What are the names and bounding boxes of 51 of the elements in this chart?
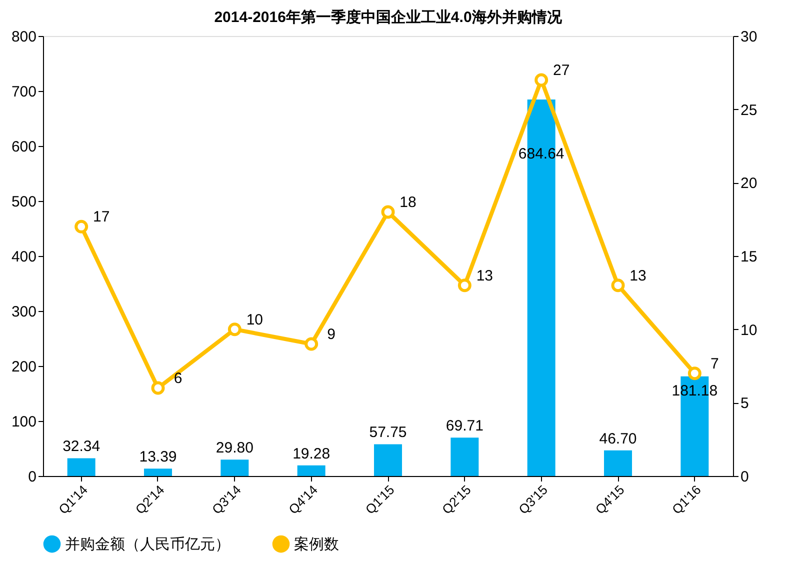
point	[534, 73, 548, 87]
data-label: 57.75	[369, 424, 407, 442]
point	[304, 337, 318, 351]
data-label: 69.71	[446, 418, 484, 435]
y-tick-label: 0	[28, 468, 36, 486]
bar	[450, 438, 479, 476]
data-label: 13	[476, 267, 494, 284]
y-tick-label: 200	[11, 358, 36, 376]
data-label: 29.80	[216, 440, 254, 457]
y-tick-label: 300	[11, 304, 36, 320]
y-tick-label: 400	[11, 248, 36, 266]
y-tick-label: 800	[11, 28, 36, 46]
y-tick-label: 100	[11, 414, 36, 430]
bar	[67, 458, 96, 476]
data-label: 17	[92, 208, 110, 226]
y2-tick-label: 5	[740, 395, 749, 412]
data-label: 32.34	[62, 438, 100, 456]
chart-title: 2014-2016年第一季度中国企业工业4.0海外并购情况	[214, 8, 563, 26]
y-tick-label: 500	[11, 194, 36, 210]
data-label: 9	[327, 326, 336, 343]
y2-tick-label: 10	[740, 322, 758, 339]
y-tick-label: 700	[11, 84, 36, 100]
data-label: 13.39	[139, 448, 177, 466]
bar	[297, 465, 326, 476]
y2-tick-label: 0	[740, 468, 749, 486]
data-label: 10	[246, 311, 264, 328]
data-label: 19.28	[292, 445, 330, 462]
y2-tick-label: 15	[740, 248, 758, 266]
data-label: 27	[552, 62, 570, 79]
data-label: 7	[710, 355, 719, 372]
y-tick-label: 600	[11, 138, 36, 156]
data-label: 18	[400, 194, 416, 211]
legend-label: 案例数	[294, 536, 339, 554]
data-label: 13	[630, 267, 646, 284]
point	[611, 278, 625, 292]
point	[688, 366, 702, 380]
bar	[144, 468, 172, 476]
bar	[604, 450, 632, 476]
data-label: 6	[174, 370, 182, 387]
y2-tick-label: 25	[740, 102, 758, 119]
point	[228, 322, 242, 336]
legend-label: 并购金额（人民币亿元）	[65, 536, 230, 554]
bar	[374, 444, 402, 476]
data-label: 46.70	[599, 430, 637, 448]
point	[458, 278, 472, 292]
point	[74, 220, 88, 234]
y2-tick-label: 30	[740, 28, 758, 46]
y2-tick-label: 20	[740, 175, 758, 192]
bar	[220, 460, 249, 476]
point	[381, 205, 395, 219]
point	[151, 381, 165, 395]
